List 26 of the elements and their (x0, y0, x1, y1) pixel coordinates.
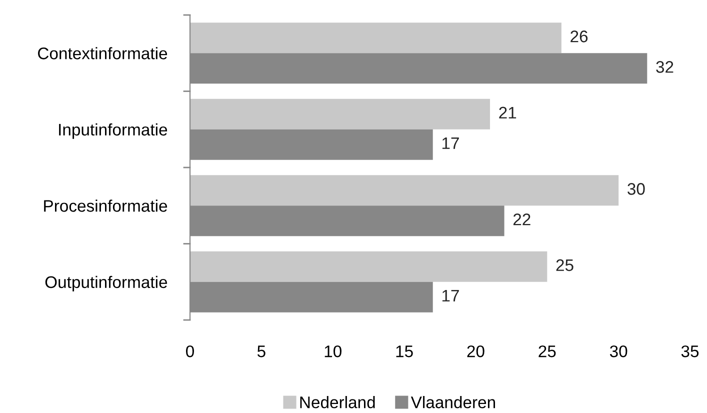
bar (190, 175, 619, 206)
x-tick-label: 0 (186, 345, 194, 358)
x-tick-label: 20 (467, 345, 484, 358)
x-tick-label: 30 (610, 345, 628, 358)
data-label: 17 (442, 290, 459, 302)
bar (190, 22, 562, 54)
data-label: 22 (513, 214, 530, 226)
data-label: 32 (656, 61, 674, 73)
y-tick-label: Inputinformatie (59, 123, 168, 139)
y-tick-label: Procesinformatie (44, 200, 168, 212)
x-tick-label: 5 (257, 346, 266, 358)
x-tick-label: 15 (396, 346, 413, 358)
y-tick-label: Outputinformatie (45, 276, 168, 292)
x-tick-label: 35 (681, 345, 699, 358)
bar (190, 251, 548, 282)
data-label: 21 (499, 106, 516, 118)
y-tick-label: Contextinformatie (38, 47, 168, 60)
legend-label: Nederland (300, 396, 375, 408)
data-label: 25 (556, 259, 574, 272)
data-label: 30 (628, 183, 645, 195)
x-tick-label: 25 (538, 345, 556, 358)
data-label: 17 (442, 137, 459, 149)
bar (190, 98, 490, 130)
x-tick-label: 10 (324, 345, 342, 358)
legend-label: Vlaanderen (410, 396, 495, 408)
data-label: 26 (570, 30, 588, 42)
